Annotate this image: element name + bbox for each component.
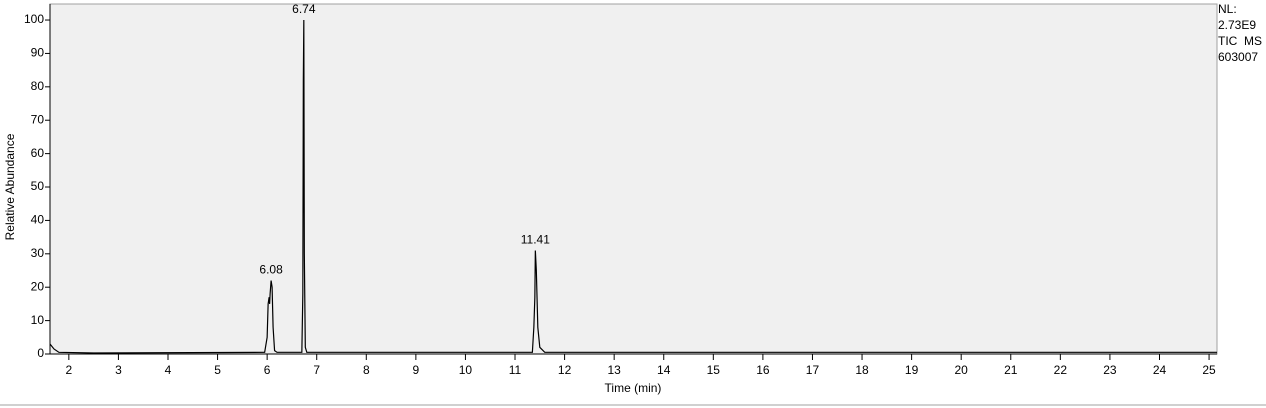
y-axis-label: Relative Abundance <box>3 133 17 240</box>
x-tick-label: 10 <box>459 363 473 377</box>
x-tick-label: 5 <box>214 363 221 377</box>
y-tick-label: 70 <box>31 112 45 126</box>
x-axis-label: Time (min) <box>605 381 662 395</box>
x-tick-label: 7 <box>313 363 320 377</box>
y-tick-label: 100 <box>24 12 44 26</box>
x-tick-label: 21 <box>1004 363 1018 377</box>
peak-label: 6.08 <box>259 263 283 277</box>
x-tick-label: 17 <box>806 363 820 377</box>
y-tick-label: 90 <box>31 46 45 60</box>
x-tick-label: 24 <box>1153 363 1167 377</box>
plot-area <box>49 3 1218 355</box>
y-tick-label: 50 <box>31 179 45 193</box>
x-tick-label: 20 <box>955 363 969 377</box>
peak-label: 11.41 <box>521 233 550 247</box>
x-tick-label: 19 <box>905 363 919 377</box>
trace <box>49 20 1217 354</box>
x-tick-label: 6 <box>264 363 271 377</box>
x-tick-label: 25 <box>1202 363 1216 377</box>
x-tick-label: 16 <box>756 363 770 377</box>
x-tick-label: 12 <box>558 363 572 377</box>
y-tick-label: 30 <box>31 246 45 260</box>
y-tick-label: 80 <box>31 79 45 93</box>
y-tick-label: 20 <box>31 279 45 293</box>
side-note: 603007 <box>1218 50 1258 64</box>
x-tick-label: 3 <box>115 363 122 377</box>
peak-label: 6.74 <box>292 2 316 16</box>
y-tick-label: 10 <box>31 313 45 327</box>
side-note: NL: <box>1218 2 1237 16</box>
x-tick-label: 4 <box>165 363 172 377</box>
x-tick-label: 8 <box>363 363 370 377</box>
y-tick-label: 40 <box>31 213 45 227</box>
x-tick-label: 15 <box>707 363 721 377</box>
side-note: TIC MS <box>1218 34 1262 48</box>
y-tick-label: 0 <box>37 346 44 360</box>
x-tick-label: 22 <box>1054 363 1068 377</box>
y-tick-label: 60 <box>31 146 45 160</box>
x-tick-label: 9 <box>413 363 420 377</box>
x-tick-label: 23 <box>1103 363 1117 377</box>
x-tick-label: 14 <box>657 363 671 377</box>
side-note: 2.73E9 <box>1218 18 1256 32</box>
x-tick-label: 18 <box>855 363 869 377</box>
x-tick-label: 11 <box>509 363 522 377</box>
x-tick-label: 2 <box>65 363 72 377</box>
x-tick-label: 13 <box>607 363 621 377</box>
